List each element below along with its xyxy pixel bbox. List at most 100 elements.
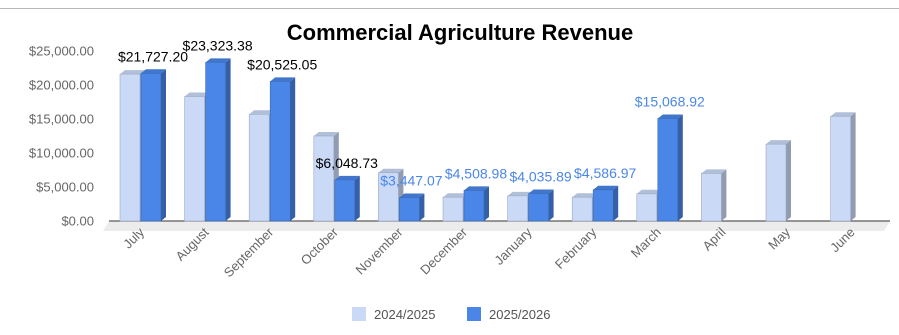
bar-side	[225, 58, 231, 221]
legend-item[interactable]: 2025/2026	[467, 307, 550, 322]
bar-front	[528, 193, 549, 222]
bar-top	[205, 58, 231, 63]
bar-top	[507, 191, 533, 196]
legend-label: 2024/2025	[374, 307, 435, 322]
bar-side	[161, 69, 166, 222]
bar-front	[701, 173, 722, 222]
bar-top	[399, 193, 425, 198]
bar-top	[701, 169, 727, 174]
data-label: $21,727.20	[118, 48, 188, 64]
y-tick-label: $25,000.00	[29, 44, 94, 59]
bar-top	[572, 193, 598, 198]
bar-front	[636, 193, 658, 222]
bar-front	[571, 196, 593, 222]
bar-front	[463, 190, 485, 222]
bar-side	[786, 140, 791, 221]
bar-front	[205, 62, 226, 222]
legend-item[interactable]: 2024/2025	[352, 307, 435, 322]
bar-top	[249, 110, 275, 115]
bar	[205, 58, 231, 222]
data-label: $6,048.73	[316, 155, 378, 171]
bar-top	[334, 175, 360, 180]
bar-front	[140, 72, 162, 222]
data-label: $4,586.97	[574, 165, 636, 181]
legend-swatch	[352, 307, 366, 321]
bar	[399, 193, 425, 222]
bar	[701, 169, 727, 222]
data-label: $15,068.92	[635, 94, 705, 110]
bar-top	[141, 69, 166, 74]
bar-top	[830, 112, 856, 117]
chart-title: Commercial Agriculture Revenue	[287, 20, 633, 45]
bar-top	[184, 92, 210, 97]
y-tick-label: $10,000.00	[29, 146, 94, 161]
bar-top	[313, 132, 339, 136]
bar-front	[334, 179, 356, 222]
y-tick-label: $15,000.00	[29, 112, 94, 127]
legend-swatch	[467, 307, 481, 321]
bar-front	[657, 118, 679, 222]
legend[interactable]: 2024/2025 2025/2026	[352, 307, 550, 322]
bar-side	[850, 112, 856, 221]
x-tick-label: September	[221, 224, 277, 280]
bar-front	[378, 172, 399, 222]
bar-side	[721, 169, 727, 221]
y-tick-label: $5,000.00	[36, 180, 94, 195]
bar	[334, 175, 360, 222]
bar-side	[677, 114, 683, 221]
data-label: $4,035.89	[509, 169, 571, 185]
chart-floor	[103, 220, 890, 231]
bar-front	[313, 135, 335, 222]
bar-top	[464, 186, 489, 191]
bar	[830, 112, 856, 222]
x-tick-label: December	[417, 224, 470, 277]
bar-front	[248, 113, 270, 222]
bar-front	[184, 96, 205, 222]
x-axis: July August September October November Decemb…	[120, 224, 858, 280]
bar-front	[830, 115, 851, 222]
bar-top	[120, 70, 145, 75]
data-label: $3,447.07	[380, 173, 442, 189]
bar-side	[354, 175, 360, 221]
data-labels: $21,727.20$23,323.38$20,525.05$6,048.73$…	[118, 37, 705, 188]
bar	[657, 114, 683, 222]
x-tick-label: November	[353, 224, 406, 277]
bar-side	[484, 186, 489, 221]
bar-top	[378, 168, 404, 173]
x-tick-label: February	[552, 224, 600, 272]
bar-front	[399, 197, 420, 222]
bar	[592, 185, 619, 222]
legend-label: 2025/2026	[489, 307, 550, 322]
bar	[528, 189, 554, 222]
bar-front	[592, 189, 614, 222]
bar-top	[766, 140, 791, 145]
data-label: $4,508.98	[445, 165, 507, 181]
bar-top	[528, 189, 554, 194]
bar	[463, 186, 489, 222]
bar-top	[657, 114, 683, 119]
bar-side	[290, 77, 296, 221]
bar-top	[270, 77, 296, 82]
y-axis: $0.00 $5,000.00 $10,000.00 $15,000.00 $20,00…	[29, 44, 94, 229]
bar	[765, 140, 791, 222]
bar-front	[442, 196, 464, 222]
bar-side	[613, 185, 619, 221]
floor-plane	[103, 221, 890, 231]
bar-front	[507, 195, 528, 222]
bar-side	[419, 193, 425, 221]
bar-front	[269, 81, 291, 222]
bar-top	[593, 185, 619, 190]
bar-group	[119, 58, 856, 222]
bar-front	[765, 143, 787, 222]
bar-top	[443, 193, 468, 198]
bar	[269, 77, 296, 222]
y-tick-label: $0.00	[61, 214, 94, 229]
data-label: $23,323.38	[183, 37, 253, 53]
bar	[140, 69, 166, 222]
y-tick-label: $20,000.00	[29, 78, 94, 93]
data-label: $20,525.05	[247, 56, 317, 72]
bar-top	[636, 189, 662, 194]
bar-front	[119, 73, 141, 222]
bar	[313, 132, 339, 222]
